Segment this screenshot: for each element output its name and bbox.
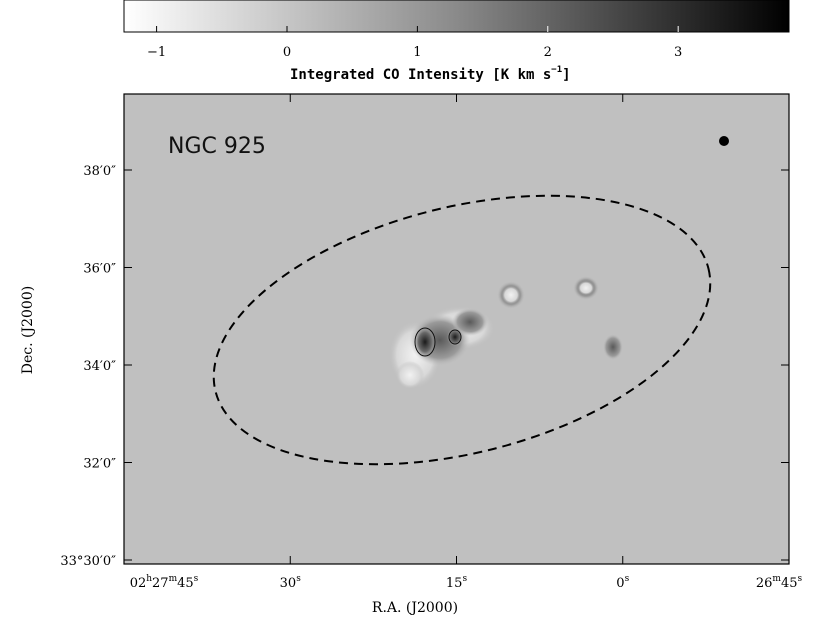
co-emission xyxy=(389,276,623,389)
x-tick-label-value: 26 xyxy=(756,576,773,591)
x-tick-label-unit: s xyxy=(798,574,803,584)
galaxy-extent-ellipse xyxy=(212,194,712,466)
x-axis-ticks: 02h27m45s 30s 15s 0s 26m45s xyxy=(123,94,803,591)
x-tick-label-value: 15 xyxy=(446,576,463,591)
colorbar-tick-label: 1 xyxy=(413,45,421,60)
y-tick-label: 32′0″ xyxy=(83,457,116,472)
emission-blob-light xyxy=(396,361,424,389)
y-tick-label: 36′0″ xyxy=(83,262,116,277)
x-tick-label-value: 30 xyxy=(280,576,297,591)
colorbar-gradient xyxy=(123,0,790,33)
colorbar-tick-label: 2 xyxy=(544,45,552,60)
x-tick-label: 30s xyxy=(280,574,302,591)
x-tick-label: 26m45s xyxy=(756,574,803,591)
y-tick-label: 33°30′0″ xyxy=(60,554,116,569)
x-tick-label-unit: h xyxy=(146,574,152,584)
colorbar-title-close: ] xyxy=(562,67,570,83)
x-tick-label-unit: m xyxy=(772,574,781,584)
emission-blob-light xyxy=(578,281,594,295)
emission-blob-mid xyxy=(452,308,488,336)
x-tick-label: 0s xyxy=(616,574,629,591)
colorbar-title: Integrated CO Intensity [K km s−1] xyxy=(290,65,571,83)
x-tick-label-value: 0 xyxy=(616,576,624,591)
emission-contour xyxy=(448,329,462,345)
y-axis-title: Dec. (J2000) xyxy=(20,286,36,374)
emission-blob-mid xyxy=(603,334,623,360)
colorbar-tick-label: 3 xyxy=(674,45,682,60)
x-tick-label-value: 27 xyxy=(152,576,169,591)
colorbar-title-main: Integrated CO Intensity [K km s xyxy=(290,67,551,83)
x-tick-label-unit: m xyxy=(169,574,178,584)
colorbar-tick-label: 0 xyxy=(283,45,291,60)
x-tick-label: 02h27m45s xyxy=(130,574,199,591)
emission-contour xyxy=(414,327,436,357)
object-label: NGC 925 xyxy=(168,134,266,159)
y-tick-label: 34′0″ xyxy=(83,359,116,374)
x-tick-label-value: 45 xyxy=(177,576,194,591)
x-tick-label: 15s xyxy=(446,574,468,591)
emission-blob-dark xyxy=(414,326,436,358)
emission-blob-light xyxy=(502,286,520,304)
y-tick-label: 38′0″ xyxy=(83,164,116,179)
colorbar-tick-label: −1 xyxy=(147,45,166,60)
beam-marker xyxy=(719,136,729,146)
x-tick-label-value: 45 xyxy=(781,576,798,591)
x-tick-label-unit: s xyxy=(296,574,301,584)
x-tick-label-unit: s xyxy=(462,574,467,584)
map-panel: NGC 925 02h27m45s 30s 15s 0s 26m45s 38′0″36′… xyxy=(20,93,803,616)
y-axis-ticks: 38′0″ 36′0″ 34′0″ 32′0″ 33°30′0″ xyxy=(60,164,789,569)
colorbar: −1 0 1 2 3 Integrated CO Intensity [K km s−1… xyxy=(123,0,790,83)
x-axis-title: R.A. (J2000) xyxy=(372,600,458,616)
x-tick-label-unit: s xyxy=(625,574,630,584)
x-tick-label-unit: s xyxy=(194,574,199,584)
x-tick-label-value: 02 xyxy=(130,576,147,591)
colorbar-title-exponent: −1 xyxy=(551,65,562,75)
colorbar-ticks: −1 0 1 2 3 xyxy=(147,26,682,60)
